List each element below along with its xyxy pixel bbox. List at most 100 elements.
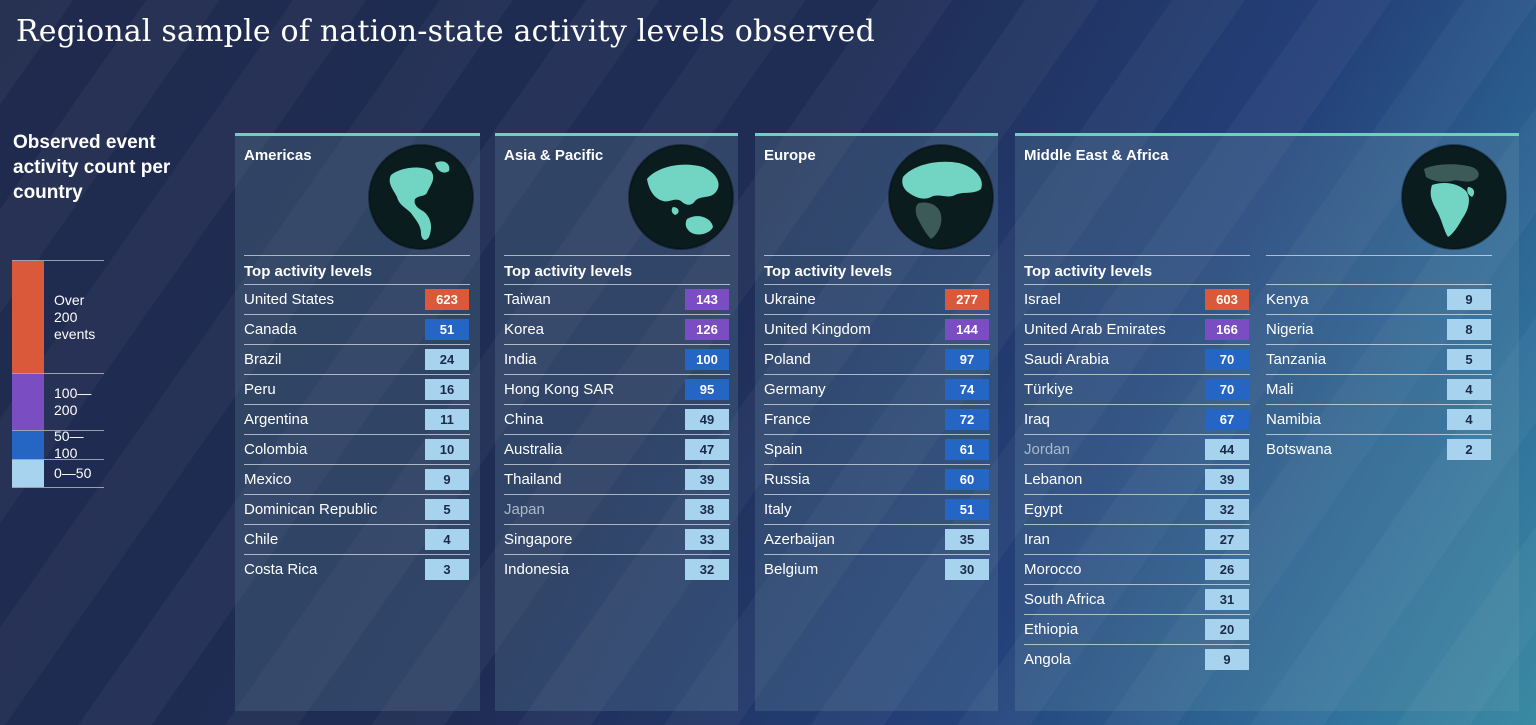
legend-item: Over 200 events: [12, 260, 104, 373]
legend-item: 0—50: [12, 459, 104, 488]
activity-table: Top activity levels Taiwan 143 Korea 126 Indi…: [504, 255, 730, 584]
table-row: France 72: [764, 405, 990, 435]
table-row: Botswana 2: [1266, 435, 1492, 464]
region-title: Europe: [764, 147, 816, 164]
country-name: Brazil: [244, 351, 282, 368]
legend-item: 100—200: [12, 373, 104, 430]
table-row: United States 623: [244, 285, 470, 315]
activity-count-badge: 5: [425, 499, 469, 520]
country-name: Türkiye: [1024, 381, 1074, 398]
activity-count-badge: 70: [1205, 379, 1249, 400]
country-name: Azerbaijan: [764, 531, 835, 548]
globe-icon: [369, 145, 473, 249]
country-name: Nigeria: [1266, 321, 1314, 338]
country-name: Ukraine: [764, 291, 816, 308]
activity-count-badge: 51: [425, 319, 469, 340]
country-name: India: [504, 351, 537, 368]
table-row: Argentina 11: [244, 405, 470, 435]
activity-count-badge: 144: [945, 319, 989, 340]
table-row: Jordan 44: [1024, 435, 1250, 465]
country-name: Indonesia: [504, 561, 570, 578]
table-row: Brazil 24: [244, 345, 470, 375]
table-row: Indonesia 32: [504, 555, 730, 584]
country-name: Tanzania: [1266, 351, 1327, 368]
country-name: Mali: [1266, 381, 1294, 398]
legend-swatch: [12, 374, 44, 430]
country-name: United Kingdom: [764, 321, 871, 338]
table-header: Top activity levels: [764, 255, 990, 285]
country-name: Namibia: [1266, 411, 1322, 428]
table-row: Saudi Arabia 70: [1024, 345, 1250, 375]
activity-count-badge: 9: [425, 469, 469, 490]
activity-count-badge: 32: [685, 559, 729, 580]
legend: Over 200 events 100—200 50—100 0—50: [12, 260, 104, 488]
activity-count-badge: 32: [1205, 499, 1249, 520]
activity-count-badge: 44: [1205, 439, 1249, 460]
globe-icon: [1402, 145, 1506, 249]
table-row: Egypt 32: [1024, 495, 1250, 525]
country-name: Colombia: [244, 441, 308, 458]
country-name: United States: [244, 291, 335, 308]
country-name: Angola: [1024, 651, 1071, 668]
country-name: Australia: [504, 441, 563, 458]
table-row: Ethiopia 20: [1024, 615, 1250, 645]
country-name: United Arab Emirates: [1024, 321, 1166, 338]
activity-count-badge: 9: [1447, 289, 1491, 310]
table-row: Canada 51: [244, 315, 470, 345]
activity-count-badge: 67: [1205, 409, 1249, 430]
country-name: China: [504, 411, 544, 428]
activity-count-badge: 26: [1205, 559, 1249, 580]
activity-count-badge: 4: [425, 529, 469, 550]
activity-count-badge: 4: [1447, 409, 1491, 430]
legend-label: 0—50: [54, 465, 92, 481]
legend-label: 50—100: [54, 428, 84, 461]
activity-count-badge: 623: [425, 289, 469, 310]
table-row: Korea 126: [504, 315, 730, 345]
table-row: Colombia 10: [244, 435, 470, 465]
table-row: Angola 9: [1024, 645, 1250, 674]
table-row: United Kingdom 144: [764, 315, 990, 345]
activity-count-badge: 4: [1447, 379, 1491, 400]
country-name: Iraq: [1024, 411, 1050, 428]
activity-count-badge: 39: [1205, 469, 1249, 490]
country-name: Egypt: [1024, 501, 1063, 518]
country-name: Spain: [764, 441, 803, 458]
table-row: Hong Kong SAR 95: [504, 375, 730, 405]
table-row: Poland 97: [764, 345, 990, 375]
country-name: Lebanon: [1024, 471, 1083, 488]
activity-count-badge: 60: [945, 469, 989, 490]
activity-count-badge: 277: [945, 289, 989, 310]
activity-count-badge: 97: [945, 349, 989, 370]
country-name: Taiwan: [504, 291, 551, 308]
table-row: Nigeria 8: [1266, 315, 1492, 345]
activity-table: Top activity levels Israel 603 United Arab …: [1024, 255, 1250, 674]
table-header: Top activity levels: [504, 255, 730, 285]
activity-count-badge: 166: [1205, 319, 1249, 340]
country-name: Dominican Republic: [244, 501, 378, 518]
table-row: Mexico 9: [244, 465, 470, 495]
country-name: Germany: [764, 381, 826, 398]
activity-table: Top activity levels United States 623 Canad…: [244, 255, 470, 584]
table-row: Italy 51: [764, 495, 990, 525]
activity-count-badge: 72: [945, 409, 989, 430]
legend-label: 100—200: [54, 385, 92, 418]
activity-count-badge: 143: [685, 289, 729, 310]
activity-count-badge: 11: [425, 409, 469, 430]
table-row: Chile 4: [244, 525, 470, 555]
activity-count-badge: 31: [1205, 589, 1249, 610]
activity-count-badge: 35: [945, 529, 989, 550]
table-row: Iraq 67: [1024, 405, 1250, 435]
table-row: Peru 16: [244, 375, 470, 405]
legend-swatch: [12, 431, 44, 459]
country-name: Canada: [244, 321, 297, 338]
country-name: Italy: [764, 501, 792, 518]
activity-count-badge: 74: [945, 379, 989, 400]
region-panel: Middle East & Africa Top activity levels I…: [1015, 133, 1519, 711]
table-row: Namibia 4: [1266, 405, 1492, 435]
region-panel: Asia & Pacific Top activity levels Taiwan 1…: [495, 133, 738, 711]
activity-count-badge: 100: [685, 349, 729, 370]
country-name: Mexico: [244, 471, 292, 488]
country-name: Thailand: [504, 471, 562, 488]
country-name: Chile: [244, 531, 279, 548]
table-row: Morocco 26: [1024, 555, 1250, 585]
